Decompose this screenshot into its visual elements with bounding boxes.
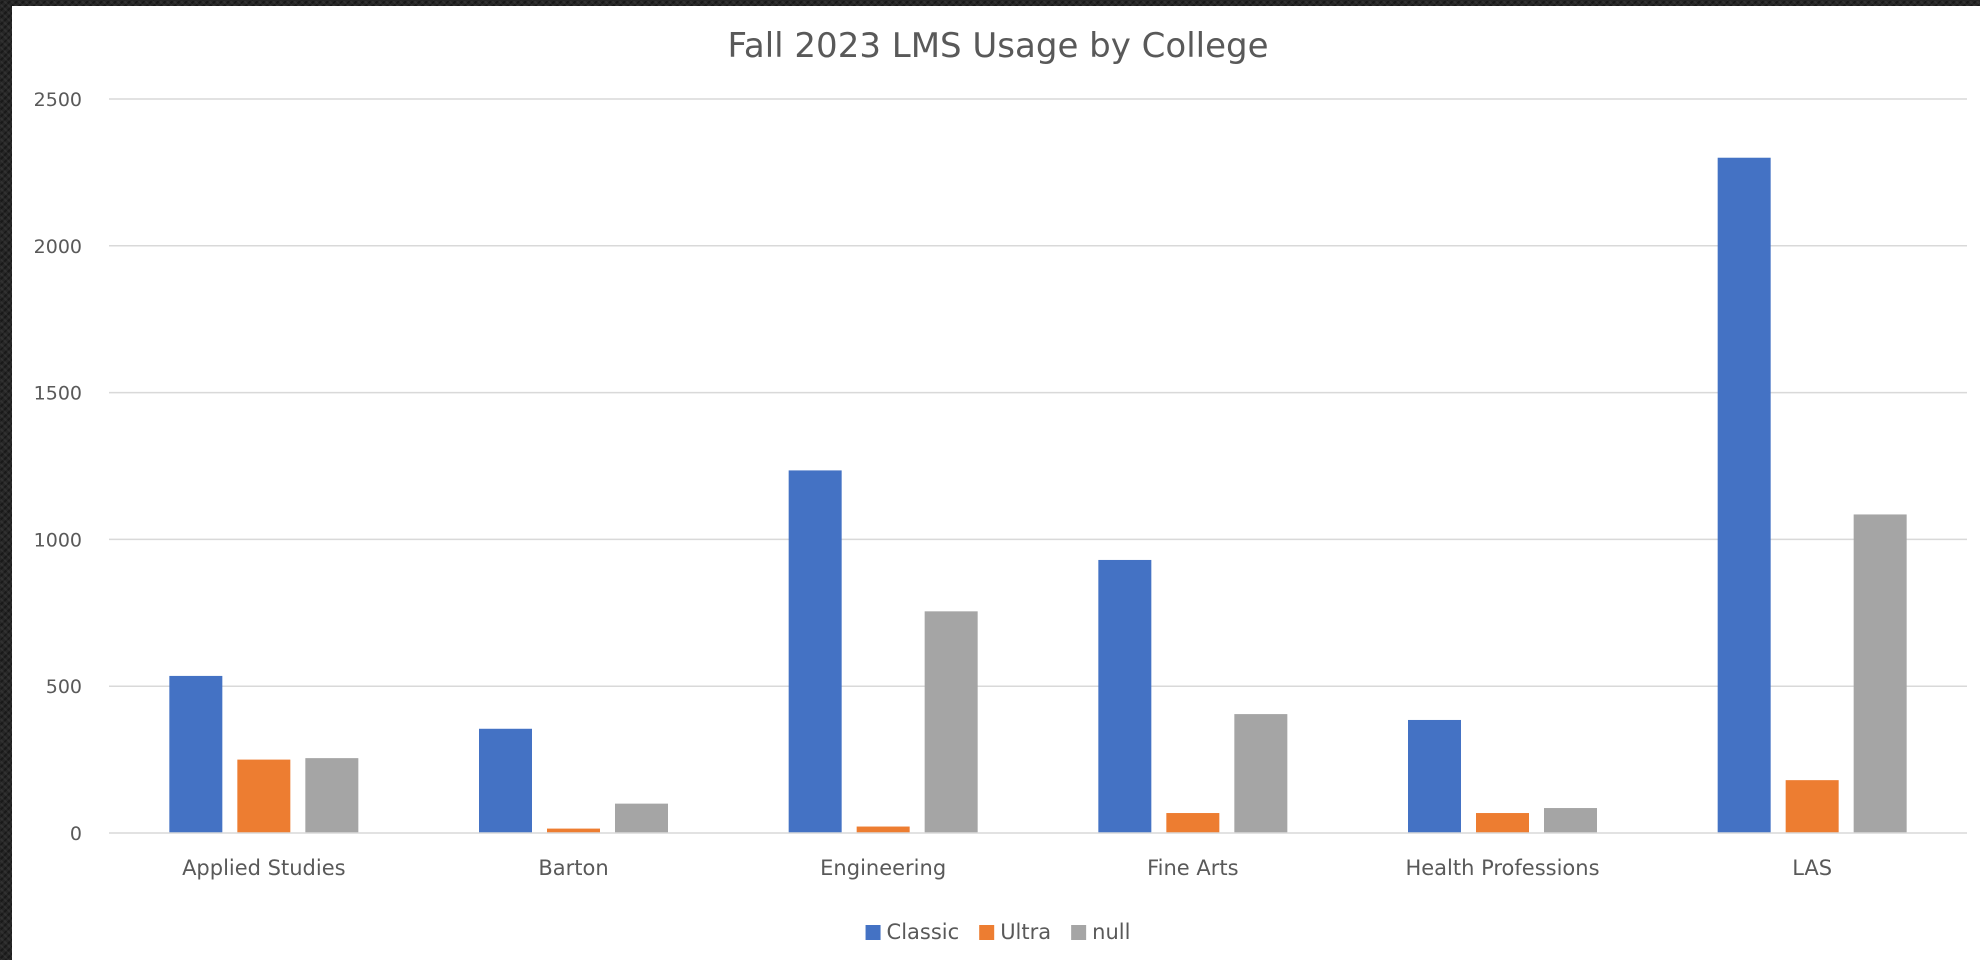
bar-ultra-health-professions [1476, 813, 1529, 833]
bar-ultra-applied-studies [237, 759, 291, 833]
legend-swatch-classic [865, 925, 881, 940]
legend: Classic Ultra null [865, 920, 1130, 944]
bar-null-barton [615, 803, 668, 833]
bar-ultra-barton [547, 828, 600, 833]
bar-classic-las [1717, 157, 1771, 834]
bar-ultra-fine-arts [1166, 813, 1220, 833]
bar-ultra-las [1785, 780, 1839, 833]
bar-classic-fine-arts [1098, 559, 1152, 833]
legend-label-classic: Classic [887, 920, 960, 944]
bar-null-las [1853, 514, 1907, 833]
x-tick-label: Applied Studies [182, 856, 346, 880]
bar-classic-health-professions [1408, 719, 1461, 833]
bar-classic-applied-studies [169, 675, 223, 833]
bar-null-engineering [924, 611, 978, 833]
bar-null-applied-studies [305, 758, 359, 833]
bar-null-health-professions [1544, 808, 1597, 833]
bar-classic-engineering [788, 470, 842, 833]
y-tick-label: 0 [70, 823, 82, 845]
x-axis-tick-labels: Applied Studies Barton Engineering Fine Art… [182, 856, 1832, 880]
bar-ultra-engineering [856, 826, 910, 833]
legend-label-null: null [1092, 920, 1130, 944]
x-tick-label: Engineering [820, 856, 946, 880]
bar-classic-barton [479, 728, 532, 833]
y-tick-label: 2000 [34, 236, 82, 258]
x-tick-label: Fine Arts [1147, 856, 1238, 880]
legend-swatch-null [1071, 925, 1087, 940]
bar-null-fine-arts [1234, 714, 1288, 833]
y-tick-label: 1000 [34, 529, 82, 551]
x-tick-label: Health Professions [1405, 856, 1599, 880]
x-tick-label: Barton [538, 856, 608, 880]
y-axis-tick-labels: 0 500 1000 1500 2000 2500 [34, 89, 82, 845]
chart-title: Fall 2023 LMS Usage by College [727, 26, 1268, 66]
legend-swatch-ultra [979, 925, 995, 940]
y-tick-label: 2500 [34, 89, 82, 111]
bars [169, 157, 1907, 834]
y-tick-label: 1500 [34, 383, 82, 405]
bar-chart: Fall 2023 LMS Usage by College 0 500 1000 1… [34, 26, 1967, 944]
legend-label-ultra: Ultra [1000, 920, 1051, 944]
y-tick-label: 500 [46, 676, 82, 698]
x-tick-label: LAS [1792, 856, 1832, 880]
chart-area: Fall 2023 LMS Usage by College 0 500 1000 1… [12, 6, 1980, 960]
gridlines [109, 98, 1967, 687]
